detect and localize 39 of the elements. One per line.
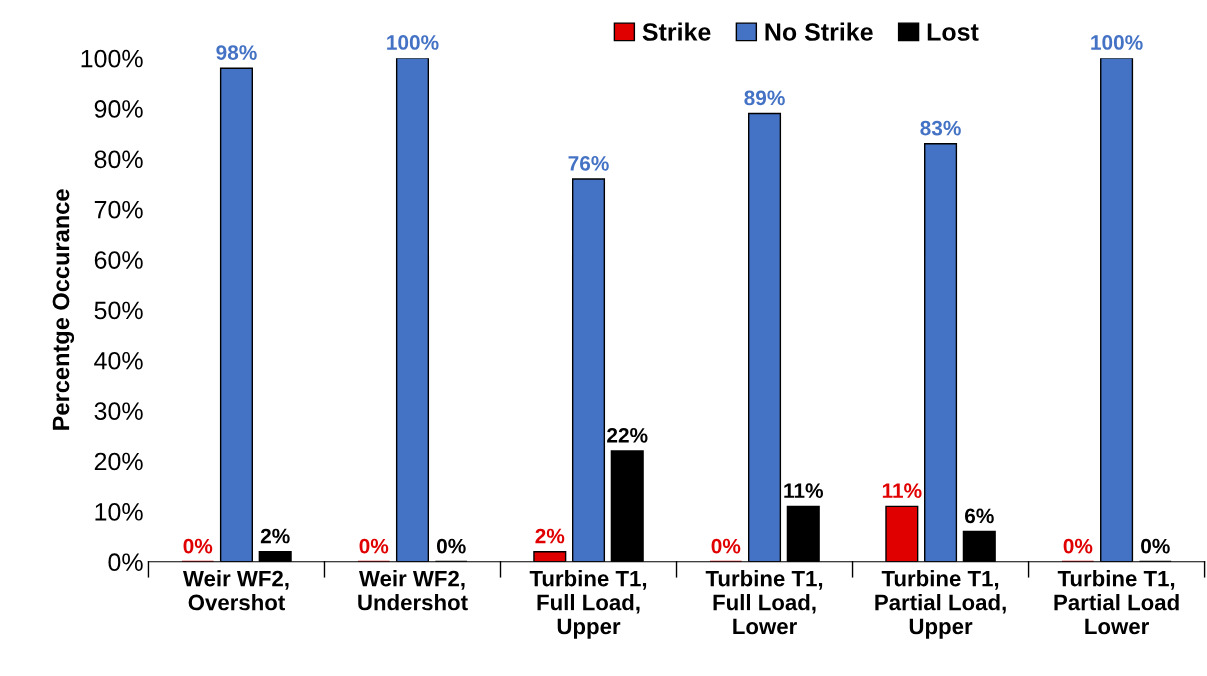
legend-label: Strike	[642, 22, 711, 41]
y-tick-label: 50%	[94, 301, 143, 320]
x-tick-label: Turbine T1, Full Load, Upper	[529, 570, 647, 639]
y-tick-label: 80%	[94, 150, 143, 169]
x-tick-label: Turbine T1, Partial Load, Upper	[875, 570, 1006, 639]
data-label: 89%	[744, 90, 785, 106]
legend-label: Lost	[927, 23, 979, 41]
y-tick-label: 70%	[94, 200, 143, 219]
data-label: 6%	[964, 508, 994, 524]
y-tick-label: 10%	[95, 503, 143, 521]
y-tick-label: 30%	[94, 402, 143, 420]
data-label: 83%	[920, 120, 961, 136]
x-tick-label: Turbine T1, Full Load, Lower	[705, 570, 823, 635]
x-tick-label: Weir WF2, Undershot	[358, 570, 468, 611]
data-label: 2%	[260, 528, 290, 544]
y-tick-label: 60%	[94, 251, 143, 269]
data-label: 0%	[359, 538, 389, 554]
y-tick-label: 100%	[81, 49, 143, 68]
legend-label: No Strike	[765, 22, 873, 41]
data-label: 76%	[568, 155, 609, 171]
data-label: 100%	[387, 35, 439, 50]
x-tick-label: Weir WF2, Overshot	[182, 570, 289, 611]
y-axis-title: Percentge Occurance	[52, 189, 75, 430]
data-label: 0%	[183, 538, 213, 554]
data-label: 2%	[535, 528, 565, 544]
data-label: 0%	[1141, 538, 1170, 554]
y-tick-label: 40%	[94, 351, 143, 370]
data-label: 11%	[784, 483, 823, 499]
data-label: 0%	[436, 538, 466, 554]
data-label: 100%	[1091, 35, 1143, 50]
x-tick-label: Turbine T1, Partial Load Lower	[1054, 570, 1179, 635]
y-tick-label: 90%	[94, 100, 143, 118]
data-label: 0%	[711, 538, 741, 554]
y-tick-label: 0%	[108, 553, 143, 572]
data-label: 22%	[607, 427, 648, 443]
data-label: 0%	[1063, 538, 1093, 554]
y-tick-label: 20%	[94, 452, 143, 471]
data-label: 11%	[882, 483, 922, 499]
data-label: 98%	[216, 45, 257, 60]
